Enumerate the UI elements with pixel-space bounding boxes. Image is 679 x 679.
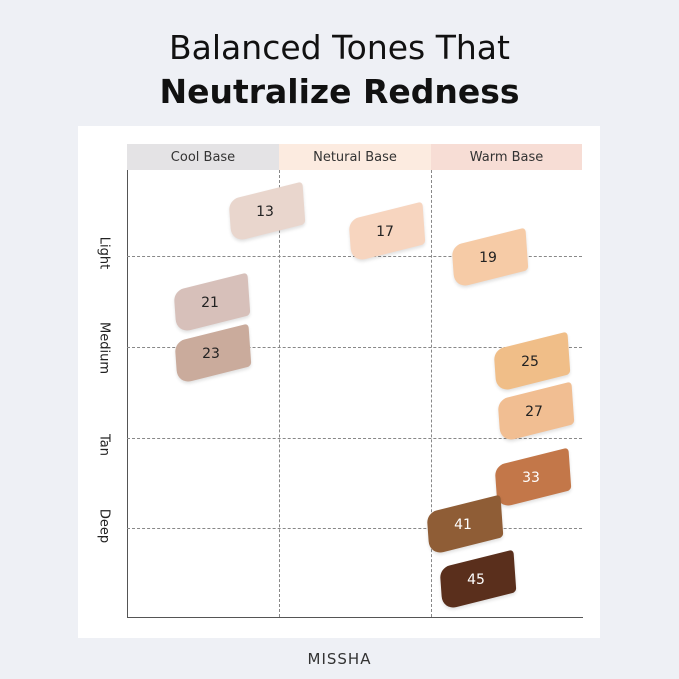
grid-divider — [127, 438, 582, 439]
column-header-cool: Cool Base — [127, 144, 279, 170]
shade-label: 27 — [525, 404, 543, 420]
shade-label: 21 — [201, 295, 219, 311]
brand-logo: MISSHA — [307, 650, 372, 668]
shade-label: 41 — [454, 517, 472, 533]
row-label-light: Light — [96, 236, 112, 270]
shade-label: 17 — [376, 224, 394, 240]
row-label-tan: Tan — [96, 434, 112, 456]
grid-divider — [127, 347, 582, 348]
shade-label: 33 — [522, 470, 540, 486]
shade-label: 45 — [467, 572, 485, 588]
title-line-2: Neutralize Redness — [159, 72, 520, 111]
shade-label: 25 — [521, 354, 539, 370]
row-label-medium: Medium — [96, 322, 112, 374]
column-header-neutral: Netural Base — [279, 144, 431, 170]
shade-label: 13 — [256, 204, 274, 220]
shade-label: 19 — [479, 250, 497, 266]
grid-divider — [431, 170, 432, 617]
shade-grid — [127, 170, 583, 618]
column-header-warm: Warm Base — [431, 144, 582, 170]
row-label-deep: Deep — [96, 508, 112, 544]
grid-divider — [279, 170, 280, 617]
shade-label: 23 — [202, 346, 220, 362]
grid-divider — [127, 528, 582, 529]
title-line-1: Balanced Tones That — [169, 28, 510, 67]
